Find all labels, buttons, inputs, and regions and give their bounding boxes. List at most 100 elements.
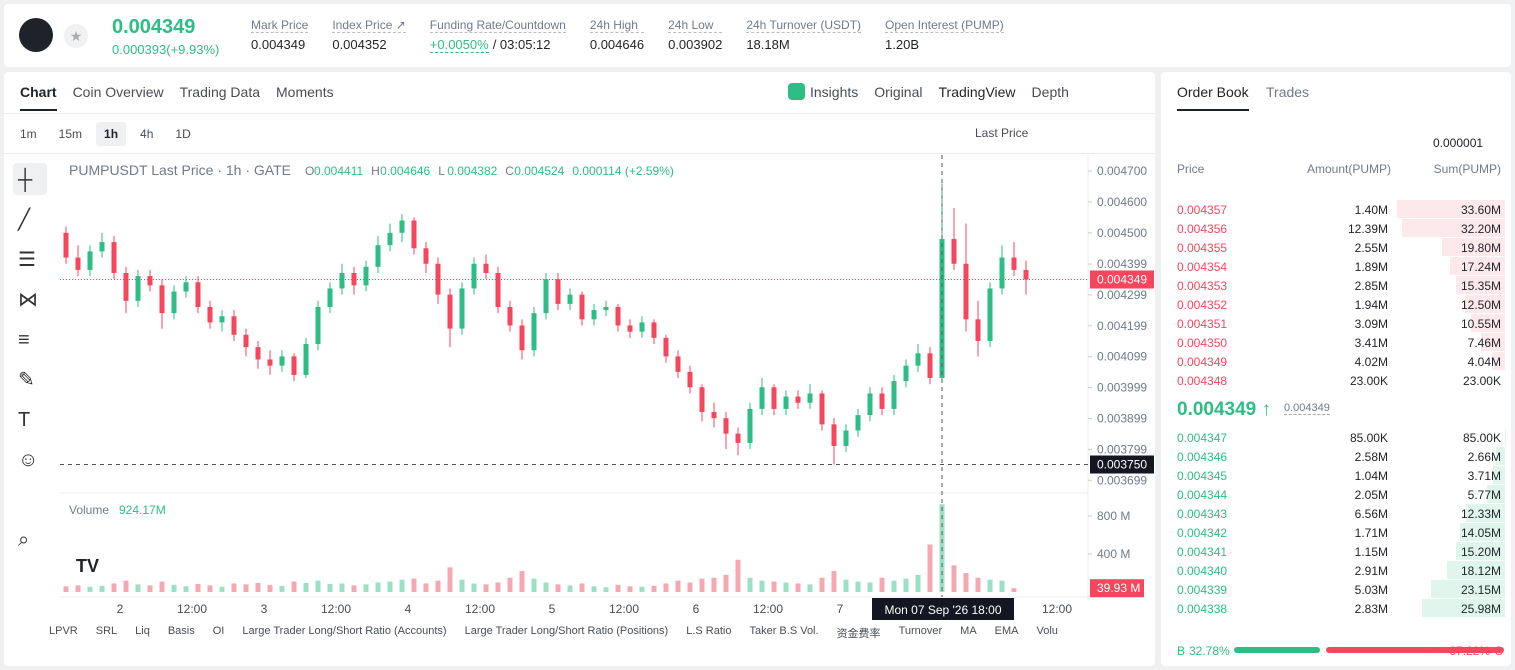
- volume-bar: [303, 582, 309, 592]
- interval[interactable]: 4h: [140, 127, 154, 141]
- ob-amount: 1.94M: [1354, 298, 1388, 312]
- indicator[interactable]: EMA: [994, 625, 1019, 637]
- ob-amount: 2.91M: [1354, 564, 1388, 578]
- volume-bar: [747, 577, 753, 592]
- crosshair-price-label: 0.003750: [1097, 458, 1147, 472]
- x-tick-label: 7: [837, 602, 844, 616]
- volume-bar: [159, 581, 165, 592]
- last-price-label: 0.004349: [1097, 272, 1147, 286]
- ob-sum: 33.60M: [1460, 203, 1501, 217]
- candle-body: [783, 396, 789, 409]
- indicator[interactable]: Large Trader Long/Short Ratio (Positions…: [464, 625, 669, 637]
- sell-ratio: 67.22%: [1449, 644, 1490, 658]
- volume-bar: [519, 571, 525, 592]
- volume-bar: [195, 583, 201, 592]
- volume-bar: [951, 565, 957, 592]
- indicator[interactable]: Basis: [167, 625, 195, 637]
- view-tab[interactable]: TradingView: [938, 84, 1016, 100]
- volume-bar: [963, 573, 969, 592]
- indicator[interactable]: LPVR: [49, 625, 78, 637]
- stat-label: 24h High: [589, 18, 645, 33]
- volume-bar: [267, 584, 273, 592]
- crosshair-tool[interactable]: [13, 163, 47, 195]
- favorite[interactable]: ★: [64, 24, 88, 48]
- stat-value: 1.20B: [885, 37, 920, 52]
- ob-amount: 1.15M: [1354, 545, 1388, 559]
- candle-body: [279, 356, 285, 366]
- x-tick-label: 4: [405, 602, 412, 616]
- candle-body: [123, 272, 129, 301]
- candle-body: [699, 387, 705, 412]
- indicator[interactable]: MA: [960, 625, 977, 637]
- x-tick-label: 2: [117, 602, 124, 616]
- interval[interactable]: 1h: [96, 122, 127, 146]
- candle-body: [195, 282, 201, 307]
- stat-extra: / 03:05:12: [492, 37, 551, 52]
- stat-value: +0.0050%: [429, 37, 489, 53]
- stat: Mark Price 0.004349: [251, 18, 309, 53]
- depth-bar: [1455, 276, 1505, 294]
- interval[interactable]: 1D: [175, 127, 191, 141]
- ob-amount: 85.00K: [1349, 431, 1388, 445]
- volume-bar: [891, 580, 897, 592]
- indicator[interactable]: OI: [212, 625, 225, 637]
- indicator[interactable]: SRL: [95, 625, 118, 637]
- depth-bar: [1430, 580, 1505, 598]
- candle-body: [867, 393, 873, 416]
- candle-body: [1011, 257, 1017, 270]
- depth-bar: [1401, 219, 1505, 237]
- candle-body: [135, 276, 141, 301]
- candle-body: [807, 393, 813, 403]
- ob-amount: 2.85M: [1354, 279, 1388, 293]
- tab[interactable]: Chart: [20, 84, 57, 111]
- volume-bar: [987, 579, 993, 592]
- indicator[interactable]: Turnover: [898, 625, 943, 637]
- volume-bar: [927, 544, 933, 592]
- ob-sum: 32.20M: [1460, 222, 1501, 236]
- interval[interactable]: 1m: [20, 127, 37, 141]
- y-tick-label: 0.004700: [1097, 164, 1147, 178]
- ob-price: 0.004342: [1177, 526, 1228, 540]
- volume-bar: [879, 577, 885, 592]
- volume-bar: [459, 579, 465, 592]
- tab[interactable]: Moments: [276, 84, 334, 100]
- volume-bar: [75, 585, 81, 592]
- legend-value: 0.004646: [380, 164, 430, 178]
- legend-value: 0.004382: [447, 164, 497, 178]
- candle-body: [543, 279, 549, 314]
- ob-column: Sum(PUMP): [1433, 162, 1501, 176]
- indicator[interactable]: Liq: [135, 625, 150, 637]
- candle-body: [447, 294, 453, 329]
- view-tab[interactable]: Original: [874, 84, 923, 100]
- ob-tab[interactable]: Order Book: [1177, 84, 1249, 111]
- indicator[interactable]: L.S Ratio: [686, 625, 732, 637]
- volume-bar: [771, 581, 777, 592]
- indicator[interactable]: Taker B.S Vol.: [749, 625, 819, 637]
- candle-body: [75, 257, 81, 270]
- ob-amount: 5.03M: [1354, 583, 1388, 597]
- candle-body: [303, 344, 309, 375]
- volume-bar: [711, 577, 717, 592]
- candle-body: [339, 272, 345, 289]
- view-tab[interactable]: Depth: [1031, 84, 1069, 100]
- price-source[interactable]: Last Price: [975, 126, 1029, 140]
- crosshair-time-label: Mon 07 Sep '26 18:00: [884, 603, 1001, 617]
- volume-bar: [555, 584, 561, 592]
- ob-tab[interactable]: Trades: [1266, 84, 1310, 100]
- precision[interactable]: 0.000001: [1433, 136, 1484, 150]
- volume-bar: [855, 581, 861, 592]
- indicator[interactable]: Large Trader Long/Short Ratio (Accounts): [242, 625, 447, 637]
- y-tick-label: 0.004199: [1097, 319, 1147, 333]
- depth-bar: [1496, 447, 1505, 465]
- tab[interactable]: Coin Overview: [72, 84, 164, 100]
- toolbar-icons: ┼ ╱ ☰ ⋈ ≡ ✎ T ☺ ⌕: [18, 169, 39, 551]
- ob-sum: 17.24M: [1460, 260, 1501, 274]
- legend-value: 0.000114 (+2.59%): [572, 164, 674, 178]
- tab[interactable]: Trading Data: [179, 84, 261, 100]
- view-tab[interactable]: Insights: [810, 84, 859, 100]
- interval[interactable]: 15m: [58, 127, 83, 141]
- indicator[interactable]: 资金费率: [836, 628, 881, 640]
- indicator[interactable]: Volu: [1036, 625, 1058, 637]
